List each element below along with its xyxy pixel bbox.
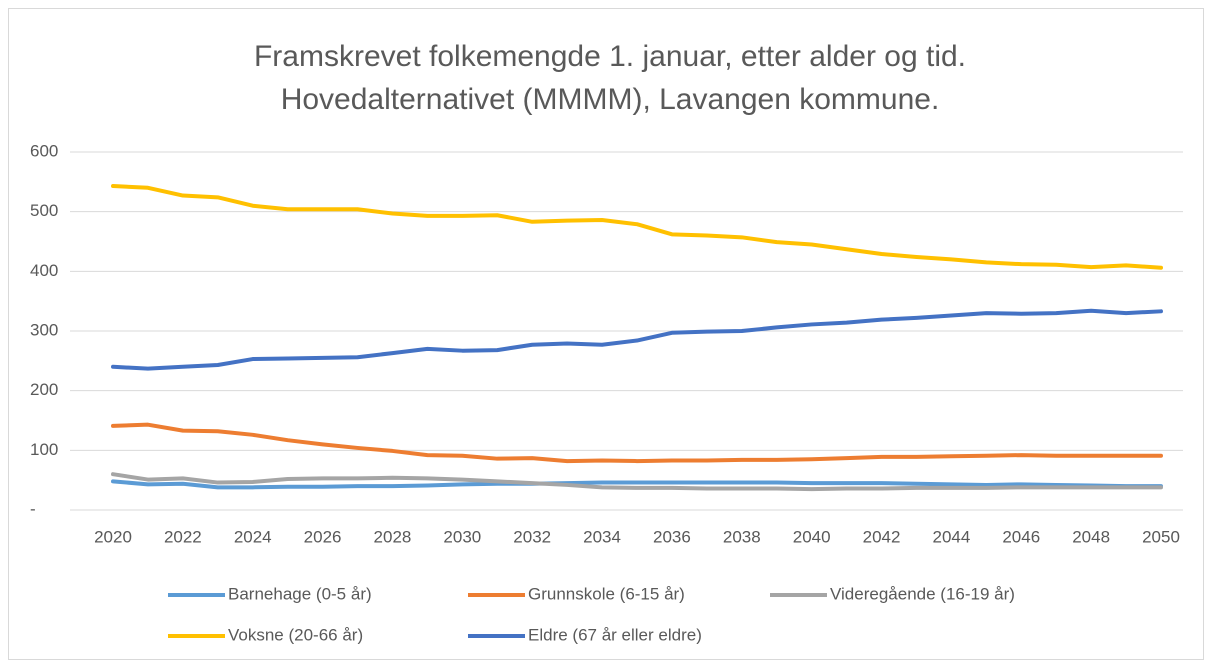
legend-label: Eldre (67 år eller eldre): [528, 625, 702, 644]
x-tick-label: 2032: [513, 527, 551, 546]
x-tick-label: 2046: [1002, 527, 1040, 546]
series-line: [111, 422, 1163, 464]
x-tick-label: 2024: [234, 527, 272, 546]
y-tick-label: 300: [30, 320, 58, 339]
y-tick-label: 500: [30, 201, 58, 220]
legend-label: Videregående (16-19 år): [830, 584, 1015, 603]
x-tick-label: 2028: [374, 527, 412, 546]
x-tick-label: 2050: [1142, 527, 1180, 546]
series-line: [111, 479, 1163, 490]
x-tick-label: 2034: [583, 527, 621, 546]
x-tick-label: 2038: [723, 527, 761, 546]
y-tick-label: 200: [30, 380, 58, 399]
x-tick-label: 2026: [304, 527, 342, 546]
x-tick-label: 2020: [94, 527, 132, 546]
x-tick-label: 2042: [863, 527, 901, 546]
legend-label: Voksne (20-66 år): [228, 625, 363, 644]
x-tick-label: 2036: [653, 527, 691, 546]
x-tick-label: 2040: [793, 527, 831, 546]
series-line: [111, 308, 1163, 371]
series-line: [111, 184, 1163, 270]
x-tick-label: 2030: [443, 527, 481, 546]
legend-label: Grunnskole (6-15 år): [528, 584, 685, 603]
y-tick-label: -: [30, 499, 36, 518]
y-tick-label: 400: [30, 261, 58, 280]
x-tick-label: 2022: [164, 527, 202, 546]
x-tick-label: 2048: [1072, 527, 1110, 546]
chart-title: Framskrevet folkemengde 1. januar, etter…: [254, 40, 966, 73]
x-tick-label: 2044: [932, 527, 970, 546]
legend-label: Barnehage (0-5 år): [228, 584, 372, 603]
chart-title: Hovedalternativet (MMMM), Lavangen kommu…: [281, 83, 940, 116]
y-tick-label: 100: [30, 440, 58, 459]
chart-border: [8, 8, 1204, 660]
series-line: [111, 472, 1163, 492]
y-tick-label: 600: [30, 141, 58, 160]
